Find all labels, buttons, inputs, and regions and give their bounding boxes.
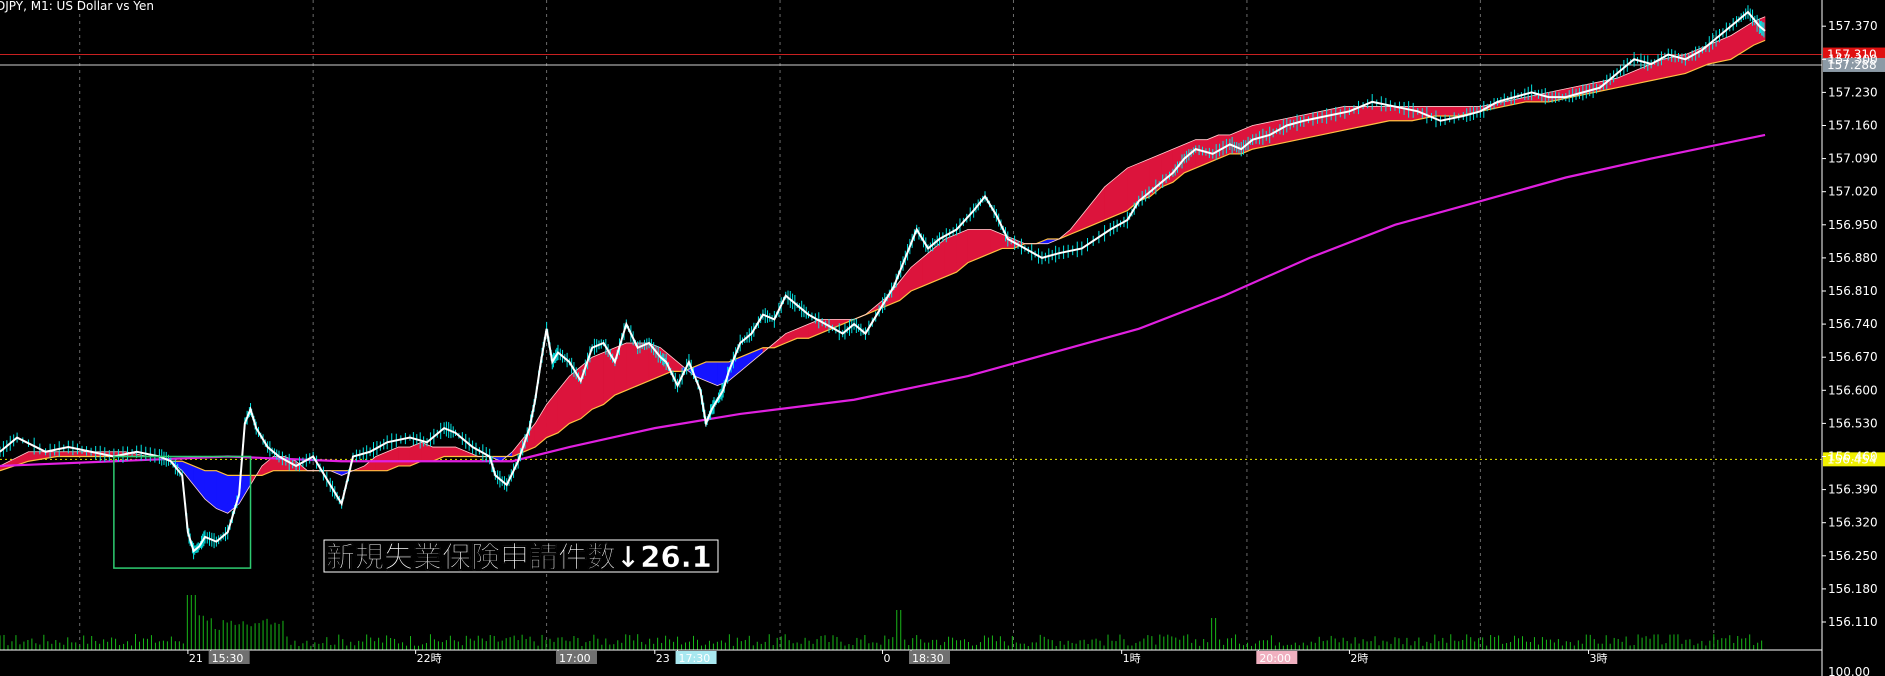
y-tick-label: 157.370 [1828,19,1878,33]
x-tick-label: 21 [189,652,203,665]
y-tick-label: 156.180 [1828,582,1878,596]
y-tick-label: 156.810 [1828,284,1878,298]
cloud-segment [637,342,650,387]
y-tick-label: 156.880 [1828,251,1878,265]
annotation-label-background [323,539,719,573]
y-tick-label: 156.600 [1828,383,1878,397]
current-price-tag [1823,452,1885,467]
cloud-segment [944,233,957,278]
price-line [0,5,1766,560]
y-tick-label: 157.160 [1828,118,1878,132]
y-tick-label: 156.740 [1828,317,1878,331]
annotation-box[interactable] [113,455,252,569]
cloud-segment [443,446,456,457]
x-tick-label: 2時 [1350,652,1368,665]
y-tick-label: 156.250 [1828,549,1878,563]
current-price-label: 156.454 [1827,452,1877,466]
cloud-segment [967,229,980,264]
cloud-segment [591,352,604,410]
x-tick-label: 17:00 [559,652,591,665]
price-tag-label-white: 157.288 [1827,58,1877,72]
x-tick-label: 3時 [1590,652,1608,665]
x-label-highlight [555,651,597,664]
x-label-highlight [208,651,250,664]
x-tick-label: 18:30 [912,652,944,665]
price-tag-white [1823,57,1885,72]
y-tick-label: 157.020 [1828,185,1878,199]
annotation[interactable]: 新規失業保険申請件数↓26.1 [113,455,719,575]
x-tick-label: 23 [656,652,670,665]
volume-bars [0,595,1763,650]
cloud-segment [1138,158,1151,202]
cloud-segment [398,446,411,467]
x-label-highlight [909,651,950,664]
y-tick-label: 157.300 [1828,52,1878,66]
y-tick-label: 156.390 [1828,483,1878,497]
y-tick-label: 157.230 [1828,85,1878,99]
cloud-fast-edge [0,16,1766,514]
x-tick-label: 22時 [417,652,442,665]
magenta-ma-line [0,133,1766,468]
y-tick-label: 156.670 [1828,350,1878,364]
x-label-highlight [1256,651,1298,664]
x-tick-label: 0 [884,652,891,665]
y-tick-label: 157.090 [1828,152,1878,166]
grid-lines [79,0,1715,650]
x-tick-label: 20:00 [1259,652,1291,665]
volume-axis-label: 100.00 [1828,665,1870,676]
y-tick-label: 156.950 [1828,218,1878,232]
chart-title: DJPY, M1: US Dollar vs Yen [0,0,154,13]
cloud-segment [626,342,639,391]
annotation-label[interactable]: 新規失業保険申請件数↓26.1 [326,540,712,575]
y-tick-label: 156.530 [1828,416,1878,430]
x-tick-label: 1時 [1123,652,1141,665]
x-tick-label: 15:30 [212,652,244,665]
cloud-segment [614,342,627,396]
y-tick-label: 156.320 [1828,516,1878,530]
y-tick-label: 156.110 [1828,615,1878,629]
cloud-segment [216,470,229,514]
slow-moving-average [0,133,1766,468]
x-tick-label: 17:30 [679,652,711,665]
y-tick-label: 156.460 [1828,449,1878,463]
x-label-highlight [675,651,717,664]
price-series-line [0,10,1766,553]
